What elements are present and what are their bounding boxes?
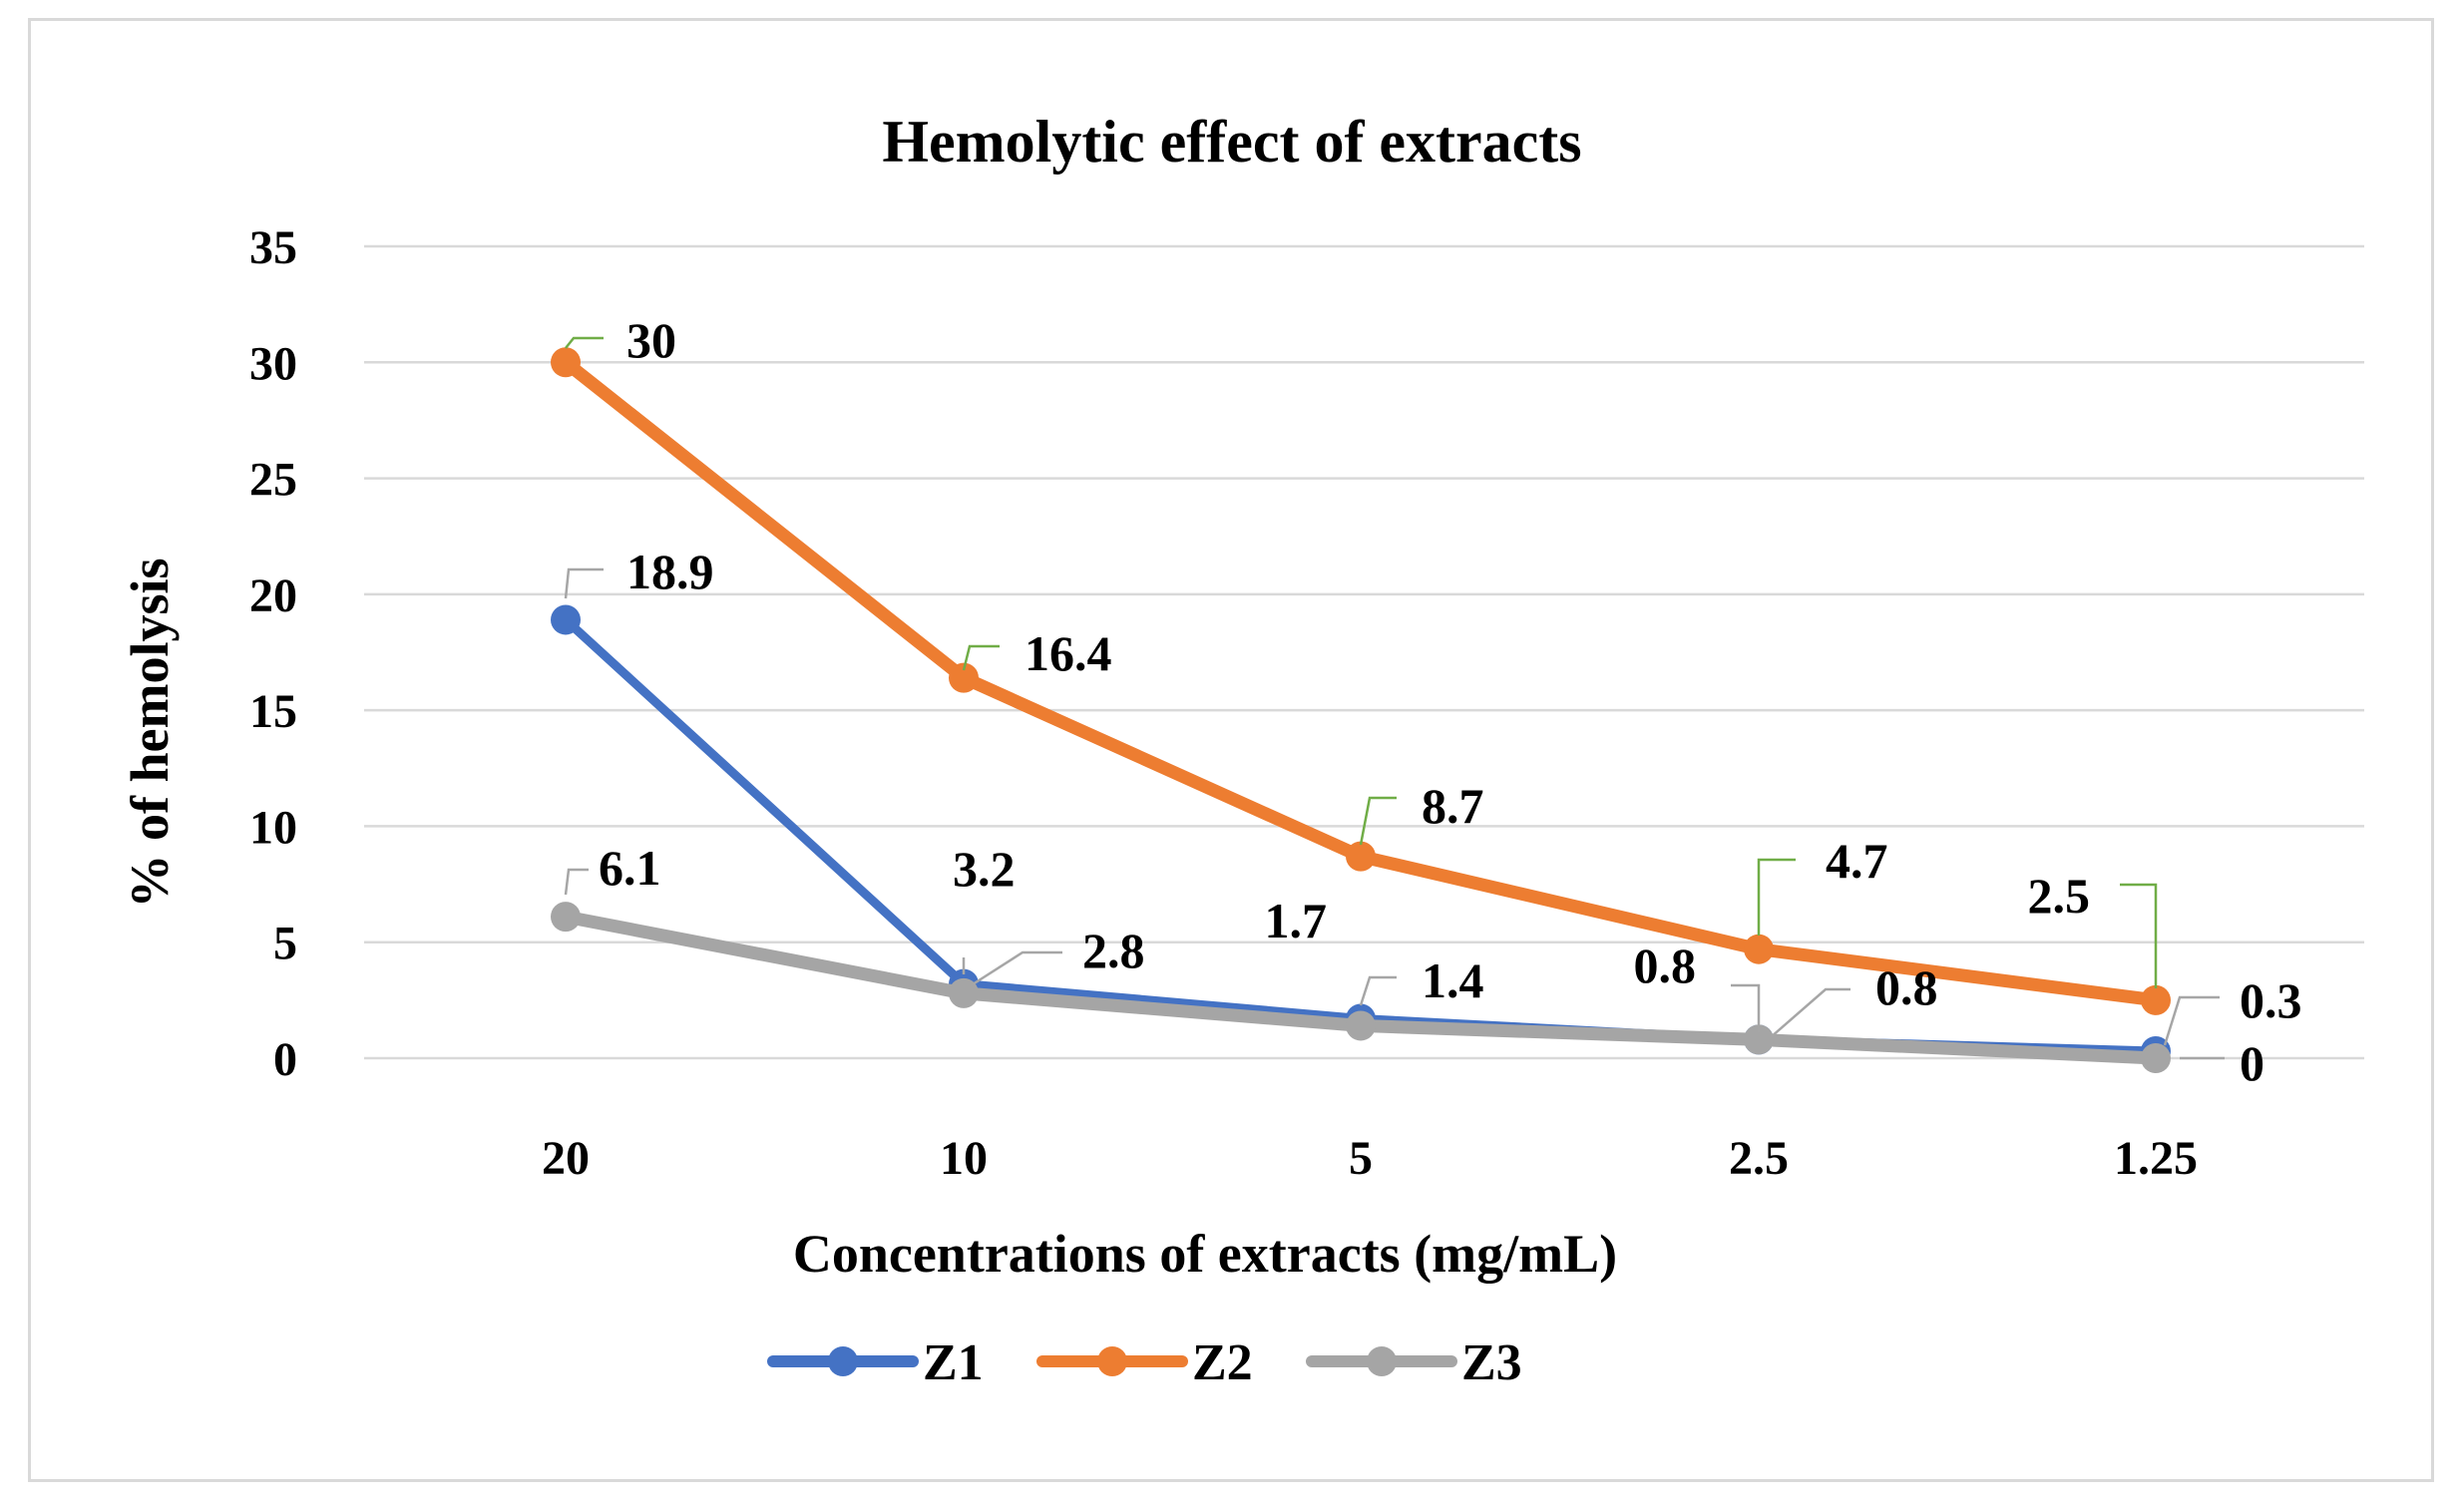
- x-tick-labels: 20 10 5 2.5 1.25: [542, 1132, 2198, 1185]
- series-z3: [551, 902, 2171, 1073]
- legend-label-z1: Z1: [923, 1334, 984, 1391]
- data-label-z3: 6.1: [599, 840, 661, 896]
- leader-line: [2120, 883, 2158, 988]
- y-tick-label: 0: [273, 1033, 297, 1086]
- data-label-z1: 0.8: [1634, 938, 1697, 993]
- data-point-z1: [551, 604, 581, 635]
- leader-line: [564, 567, 604, 599]
- y-tick-label: 20: [249, 569, 297, 622]
- data-label-z2: 4.7: [1826, 833, 1888, 889]
- leader-line: [2163, 995, 2220, 1046]
- data-label-z3: 2.8: [1082, 923, 1145, 978]
- x-axis-title: Concentrations of extracts (mg/mL): [793, 1224, 1617, 1284]
- y-tick-label: 25: [249, 454, 297, 507]
- legend-item-z2: Z2: [1036, 1334, 1253, 1391]
- data-point-z2: [2141, 984, 2171, 1015]
- y-tick-label: 5: [273, 918, 297, 970]
- leader-line: [1731, 983, 1761, 1032]
- data-label-leaders: [564, 336, 2225, 1060]
- leader-line: [1757, 858, 1796, 936]
- data-point-z2: [551, 347, 581, 378]
- series-z2: [551, 347, 2171, 1015]
- legend-item-z3: Z3: [1306, 1334, 1522, 1391]
- data-label-z2: 30: [626, 312, 676, 368]
- chart-frame: [28, 18, 2434, 1482]
- leader-line: [972, 950, 1062, 986]
- leader-line: [1359, 796, 1397, 846]
- y-tick-labels: 0 5 10 15 20 25 30 35: [249, 221, 297, 1086]
- data-label-z1: 0.3: [2240, 972, 2302, 1028]
- y-tick-label: 30: [249, 337, 297, 390]
- leader-line: [1770, 987, 1850, 1038]
- series-line-z2: [559, 355, 2163, 1007]
- legend-item-z1: Z1: [767, 1334, 984, 1391]
- y-tick-label: 15: [249, 685, 297, 738]
- chart-title: Hemolytic effect of extracts: [882, 109, 1581, 175]
- data-label-z2: 16.4: [1025, 625, 1112, 681]
- leader-line: [564, 868, 589, 896]
- legend-label-z3: Z3: [1461, 1334, 1522, 1391]
- data-point-z2: [1346, 841, 1376, 872]
- leader-line: [565, 336, 604, 349]
- y-axis-title: % of hemolysis: [120, 559, 180, 909]
- x-tick-label: 20: [542, 1132, 590, 1185]
- data-label-z3: 0: [2240, 1035, 2264, 1091]
- leader-line: [1359, 975, 1397, 1006]
- data-point-z2: [1744, 934, 1774, 964]
- y-tick-label: 35: [249, 221, 297, 274]
- x-tick-label: 10: [940, 1132, 988, 1185]
- x-tick-label: 1.25: [2114, 1132, 2198, 1185]
- data-point-z3: [551, 902, 581, 933]
- data-label-z2: 2.5: [2028, 868, 2091, 924]
- y-tick-label: 10: [249, 801, 297, 854]
- legend-marker-z1: [828, 1346, 858, 1376]
- legend-marker-z3: [1367, 1346, 1397, 1376]
- leader-line: [962, 644, 1000, 671]
- data-label-z3: 1.4: [1422, 952, 1484, 1008]
- legend-label-z2: Z2: [1192, 1334, 1253, 1391]
- data-label-z1: 1.7: [1265, 893, 1328, 948]
- data-label-z3: 0.8: [1875, 959, 1938, 1015]
- data-label-z1: 18.9: [626, 544, 714, 599]
- x-tick-label: 2.5: [1729, 1132, 1789, 1185]
- x-tick-label: 5: [1349, 1132, 1373, 1185]
- legend-marker-z2: [1097, 1346, 1127, 1376]
- data-label-z2: 8.7: [1422, 778, 1484, 834]
- data-point-z3: [1744, 1024, 1774, 1055]
- series-lines: [551, 347, 2171, 1073]
- data-point-z3: [2141, 1043, 2171, 1073]
- data-labels: 30 18.9 6.1 16.4 3.2 2.8 8.7 1.7 1.4 4.7 0.8 0.8 2.5…: [599, 312, 2302, 1091]
- legend: Z1 Z2 Z3: [767, 1334, 1522, 1391]
- data-point-z2: [949, 662, 979, 693]
- data-point-z3: [949, 977, 979, 1008]
- data-point-z3: [1346, 1010, 1376, 1041]
- data-label-z1: 3.2: [953, 841, 1016, 897]
